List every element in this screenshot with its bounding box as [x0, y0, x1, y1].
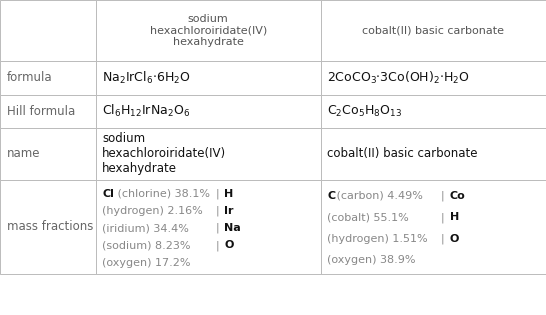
Text: (oxygen) 38.9%: (oxygen) 38.9%: [327, 255, 416, 266]
Text: sodium
hexachloroiridate(IV)
hexahydrate: sodium hexachloroiridate(IV) hexahydrate: [150, 14, 267, 47]
Text: formula: formula: [7, 72, 52, 84]
Bar: [96, 61, 321, 94]
Text: (iridium) 34.4%: (iridium) 34.4%: [102, 223, 189, 233]
Text: Ir: Ir: [224, 206, 234, 216]
Text: |: |: [441, 212, 444, 223]
Bar: [96, 180, 321, 274]
Bar: [0, 180, 96, 274]
Text: H: H: [449, 213, 459, 222]
Text: mass fractions: mass fractions: [7, 220, 93, 233]
Text: (cobalt) 55.1%: (cobalt) 55.1%: [327, 213, 409, 222]
Text: C: C: [327, 191, 335, 201]
Text: |: |: [441, 234, 444, 244]
Text: |: |: [216, 240, 219, 251]
Text: sodium
hexachloroiridate(IV)
hexahydrate: sodium hexachloroiridate(IV) hexahydrate: [102, 132, 226, 175]
Text: name: name: [7, 147, 40, 160]
Text: |: |: [216, 189, 219, 199]
Text: cobalt(II) basic carbonate: cobalt(II) basic carbonate: [363, 26, 505, 36]
Text: |: |: [216, 206, 219, 216]
Text: |: |: [441, 191, 444, 201]
Text: (hydrogen) 1.51%: (hydrogen) 1.51%: [327, 234, 428, 244]
Bar: [0, 128, 96, 180]
Text: Na: Na: [224, 223, 241, 233]
Text: cobalt(II) basic carbonate: cobalt(II) basic carbonate: [327, 147, 478, 160]
Text: (sodium) 8.23%: (sodium) 8.23%: [102, 240, 191, 250]
Text: $\mathrm{Na_2IrCl_6{\cdot}6H_2O}$: $\mathrm{Na_2IrCl_6{\cdot}6H_2O}$: [102, 70, 191, 86]
Text: (oxygen) 17.2%: (oxygen) 17.2%: [102, 258, 191, 268]
Bar: [0, 0, 96, 61]
Bar: [321, 128, 546, 180]
Text: O: O: [449, 234, 459, 244]
Text: (hydrogen) 2.16%: (hydrogen) 2.16%: [102, 206, 203, 216]
Text: Co: Co: [449, 191, 465, 201]
Bar: [96, 94, 321, 128]
Bar: [321, 0, 546, 61]
Bar: [321, 180, 546, 274]
Bar: [321, 61, 546, 94]
Text: (carbon) 4.49%: (carbon) 4.49%: [333, 191, 423, 201]
Bar: [0, 94, 96, 128]
Text: |: |: [216, 223, 219, 233]
Bar: [0, 61, 96, 94]
Text: H: H: [224, 189, 234, 199]
Text: Hill formula: Hill formula: [7, 105, 75, 117]
Text: $\mathrm{2CoCO_3{\cdot}3Co(OH)_2{\cdot}H_2O}$: $\mathrm{2CoCO_3{\cdot}3Co(OH)_2{\cdot}H…: [327, 70, 470, 86]
Text: Cl: Cl: [102, 189, 114, 199]
Text: (chlorine) 38.1%: (chlorine) 38.1%: [114, 189, 210, 199]
Text: O: O: [224, 240, 234, 250]
Bar: [96, 0, 321, 61]
Text: $\mathrm{C_2Co_5H_8O_{13}}$: $\mathrm{C_2Co_5H_8O_{13}}$: [327, 104, 402, 118]
Bar: [321, 94, 546, 128]
Bar: [96, 128, 321, 180]
Text: $\mathrm{Cl_6H_{12}IrNa_2O_6}$: $\mathrm{Cl_6H_{12}IrNa_2O_6}$: [102, 103, 190, 119]
